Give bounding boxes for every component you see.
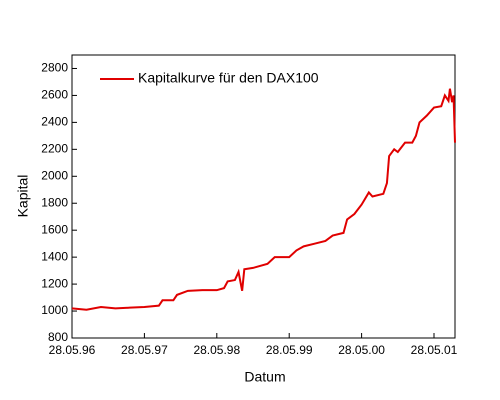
y-tick-label: 1800	[41, 195, 68, 209]
y-tick-label: 2200	[41, 142, 68, 156]
y-axis-label: Kapital	[15, 175, 31, 218]
x-tick-label: 28.05.97	[121, 343, 168, 357]
y-tick-label: 2600	[41, 88, 68, 102]
y-tick-label: 800	[48, 330, 68, 344]
x-tick-label: 28.05.00	[338, 343, 385, 357]
y-tick-label: 1600	[41, 222, 68, 236]
plot-frame	[71, 54, 456, 339]
y-tick-label: 2800	[41, 61, 68, 75]
x-tick-label: 28.05.98	[193, 343, 240, 357]
y-tick-label: 1200	[41, 276, 68, 290]
x-axis-label: Datum	[244, 369, 285, 385]
x-tick-label: 28.05.96	[49, 343, 96, 357]
y-tick-label: 2400	[41, 115, 68, 129]
legend-label: Kapitalkurve für den DAX100	[138, 70, 319, 86]
x-tick-label: 28.05.99	[266, 343, 313, 357]
y-tick-label: 2000	[41, 168, 68, 182]
y-tick-label: 1400	[41, 249, 68, 263]
x-tick-label: 28.05.01	[411, 343, 458, 357]
y-tick-label: 1000	[41, 303, 68, 317]
data-line	[71, 88, 456, 311]
